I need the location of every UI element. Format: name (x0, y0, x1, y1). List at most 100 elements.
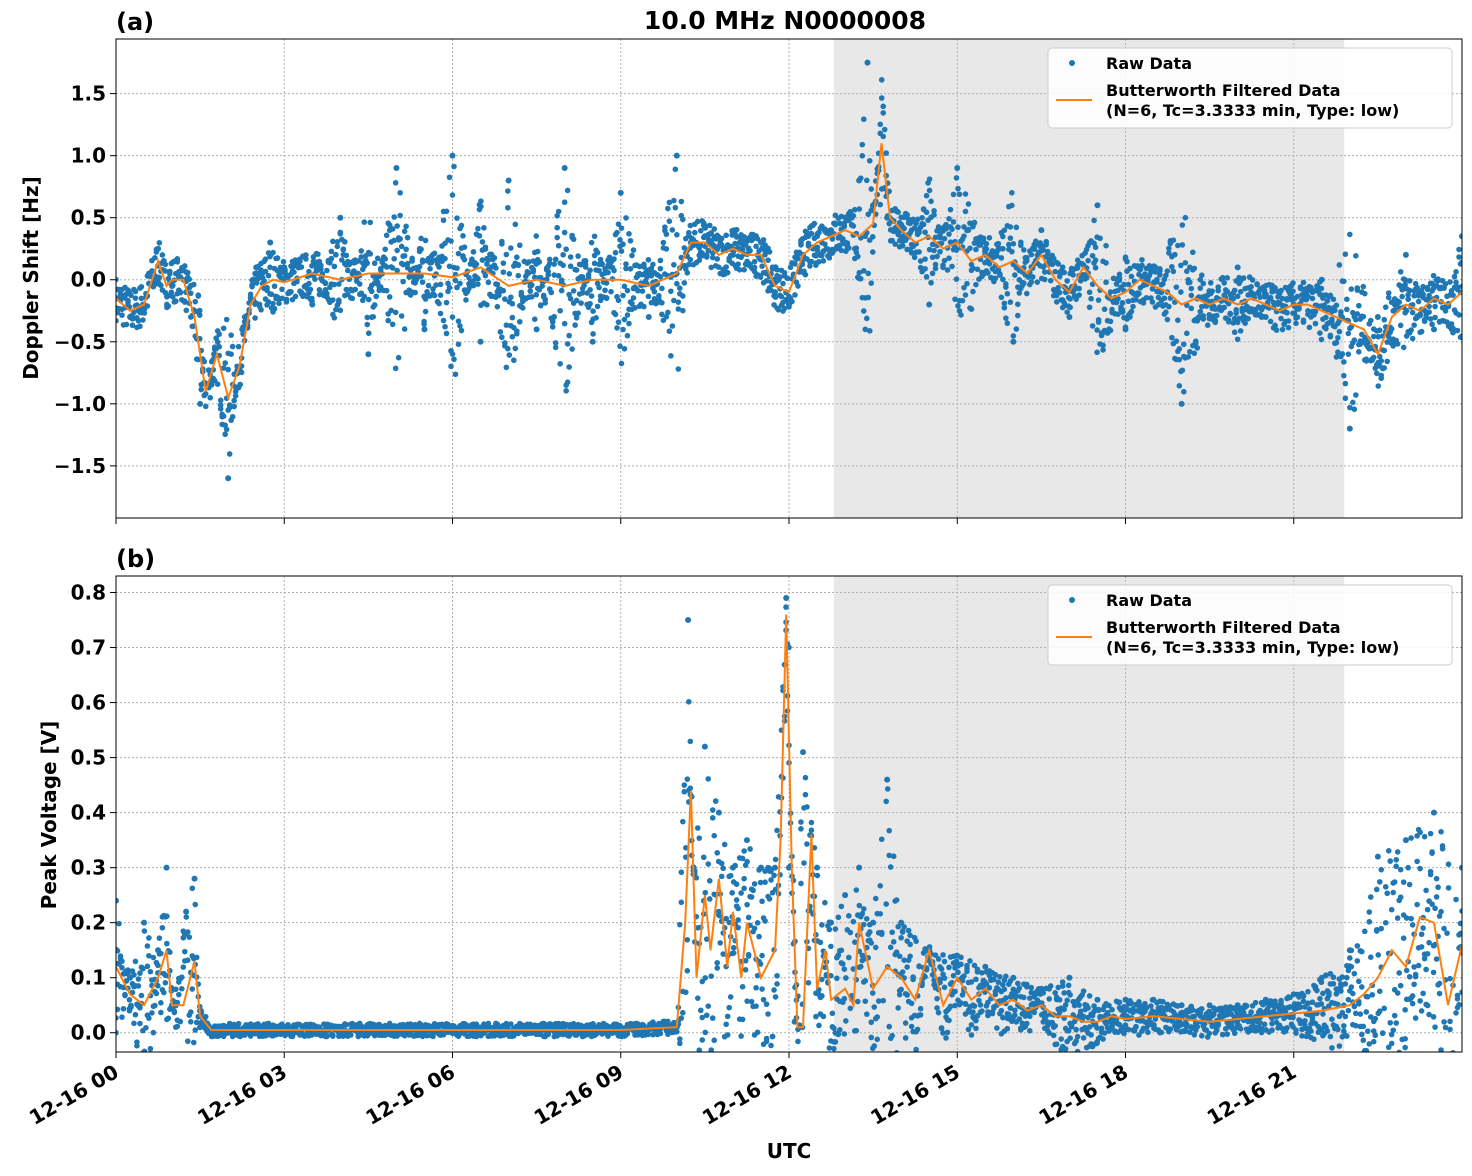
raw-data-point (557, 308, 563, 314)
raw-data-point (981, 235, 987, 241)
raw-data-point (397, 213, 403, 219)
raw-data-point (680, 819, 686, 825)
raw-data-point (667, 328, 673, 334)
raw-data-point (898, 935, 904, 941)
raw-data-point (237, 382, 243, 388)
raw-data-point (1024, 258, 1030, 264)
panel-b-label: (b) (116, 545, 155, 573)
raw-data-point (483, 246, 489, 252)
raw-data-point (798, 826, 804, 832)
raw-data-point (1141, 300, 1147, 306)
raw-data-point (1378, 373, 1384, 379)
raw-data-point (855, 999, 861, 1005)
raw-data-point (1347, 426, 1353, 432)
raw-data-point (1419, 329, 1425, 335)
raw-data-point (189, 885, 195, 891)
raw-data-point (864, 916, 870, 922)
raw-data-point (833, 926, 839, 932)
raw-data-point (330, 1032, 336, 1038)
raw-data-point (926, 302, 932, 308)
raw-data-point (207, 395, 213, 401)
raw-data-point (337, 215, 343, 221)
raw-data-point (323, 281, 329, 287)
raw-data-point (272, 283, 278, 289)
raw-data-point (848, 1005, 854, 1011)
raw-data-point (874, 1014, 880, 1020)
raw-data-point (516, 273, 522, 279)
raw-data-point (1352, 406, 1358, 412)
raw-data-point (729, 890, 735, 896)
raw-data-point (725, 1032, 731, 1038)
raw-data-point (451, 164, 457, 170)
raw-data-point (871, 1043, 877, 1049)
raw-data-point (119, 1014, 125, 1020)
raw-data-point (631, 247, 637, 253)
raw-data-point (161, 990, 167, 996)
raw-data-point (702, 1030, 708, 1036)
raw-data-point (1027, 1013, 1033, 1019)
raw-data-point (783, 604, 789, 610)
raw-data-point (846, 913, 852, 919)
raw-data-point (1429, 321, 1435, 327)
raw-data-point (723, 1021, 729, 1027)
raw-data-point (1063, 1046, 1069, 1052)
raw-data-point (1313, 321, 1319, 327)
raw-data-point (812, 221, 818, 227)
raw-data-point (1375, 314, 1381, 320)
raw-data-point (924, 274, 930, 280)
raw-data-point (1005, 291, 1011, 297)
raw-data-point (148, 969, 154, 975)
raw-data-point (868, 1019, 874, 1025)
raw-data-point (239, 326, 245, 332)
raw-data-point (798, 881, 804, 887)
raw-data-point (1081, 988, 1087, 994)
raw-data-point (871, 1004, 877, 1010)
raw-data-point (867, 328, 873, 334)
raw-data-point (704, 1012, 710, 1018)
raw-data-point (329, 256, 335, 262)
raw-data-point (680, 1010, 686, 1016)
raw-data-point (782, 270, 788, 276)
raw-data-point (308, 287, 314, 293)
raw-data-point (755, 1029, 761, 1035)
raw-data-point (1088, 1032, 1094, 1038)
raw-data-point (1136, 291, 1142, 297)
raw-data-point (1242, 320, 1248, 326)
raw-data-point (510, 301, 516, 307)
raw-data-point (803, 272, 809, 278)
raw-data-point (831, 1046, 837, 1052)
raw-data-point (593, 315, 599, 321)
raw-data-point (883, 799, 889, 805)
raw-data-point (284, 299, 290, 305)
raw-data-point (459, 328, 465, 334)
raw-data-point (880, 104, 886, 110)
raw-data-point (338, 308, 344, 314)
raw-data-point (1343, 251, 1349, 257)
legend-raw-marker (1069, 60, 1075, 66)
raw-data-point (664, 231, 670, 237)
raw-data-point (1190, 249, 1196, 255)
raw-data-point (266, 273, 272, 279)
raw-data-point (720, 865, 726, 871)
raw-data-point (792, 261, 798, 267)
raw-data-point (176, 992, 182, 998)
raw-data-point (1416, 299, 1422, 305)
raw-data-point (702, 975, 708, 981)
raw-data-point (698, 1066, 704, 1072)
raw-data-point (815, 873, 821, 879)
raw-data-point (565, 188, 571, 194)
raw-data-point (806, 980, 812, 986)
raw-data-point (855, 254, 861, 260)
raw-data-point (958, 962, 964, 968)
raw-data-point (183, 1053, 189, 1059)
raw-data-point (385, 318, 391, 324)
raw-data-point (746, 952, 752, 958)
raw-data-point (225, 367, 231, 373)
raw-data-point (1017, 985, 1023, 991)
raw-data-point (1191, 266, 1197, 272)
raw-data-point (735, 261, 741, 267)
raw-data-point (946, 1018, 952, 1024)
raw-data-point (1148, 1003, 1154, 1009)
raw-data-point (462, 257, 468, 263)
raw-data-point (903, 1035, 909, 1041)
